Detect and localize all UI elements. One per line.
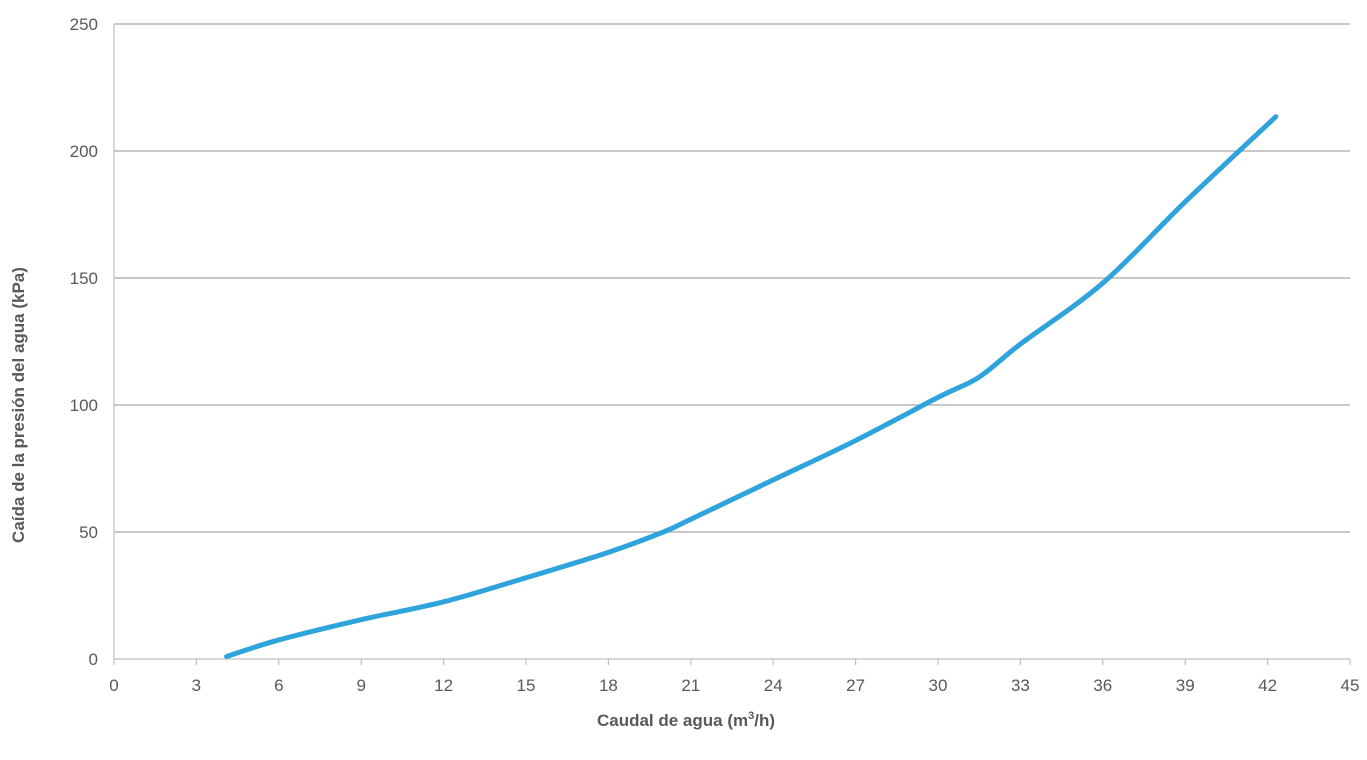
- x-tick-label: 21: [681, 676, 700, 695]
- series-lines: [224, 114, 1279, 659]
- y-tick-label: 100: [70, 396, 98, 415]
- axes: [113, 24, 1351, 665]
- y-tick-labels: 0 50 100 150 200 250: [70, 15, 98, 669]
- x-axis-title-sup: 3: [748, 710, 754, 722]
- x-axis-title-post: /h): [754, 711, 775, 730]
- x-tick-label: 15: [517, 676, 536, 695]
- x-tick-label: 0: [109, 676, 118, 695]
- gridlines: [114, 23, 1350, 533]
- x-tick-label: 42: [1258, 676, 1277, 695]
- y-axis-title: Caída de la presión del agua (kPa): [9, 267, 28, 543]
- y-tick-label: 250: [70, 15, 98, 34]
- x-axis-title: Caudal de agua (m3/h): [597, 710, 775, 730]
- x-tick-label: 27: [846, 676, 865, 695]
- x-tick-label: 3: [192, 676, 201, 695]
- y-tick-label: 150: [70, 269, 98, 288]
- x-tick-label: 12: [434, 676, 453, 695]
- x-axis-title-pre: Caudal de agua (m: [597, 711, 748, 730]
- x-tick-label: 9: [356, 676, 365, 695]
- y-tick-label: 0: [89, 650, 98, 669]
- x-tick-labels: 0 3 6 9 12 15 18 21 24 27 30 33 36 39 42 45: [109, 676, 1359, 695]
- x-tick-label: 24: [764, 676, 783, 695]
- y-tick-label: 200: [70, 142, 98, 161]
- x-tick-label: 39: [1176, 676, 1195, 695]
- x-tick-label: 36: [1093, 676, 1112, 695]
- series-line: [224, 114, 1279, 659]
- x-tick-label: 30: [929, 676, 948, 695]
- x-tick-label: 6: [274, 676, 283, 695]
- y-tick-label: 50: [79, 523, 98, 542]
- x-tick-label: 45: [1341, 676, 1360, 695]
- x-tick-label: 33: [1011, 676, 1030, 695]
- x-tick-label: 18: [599, 676, 618, 695]
